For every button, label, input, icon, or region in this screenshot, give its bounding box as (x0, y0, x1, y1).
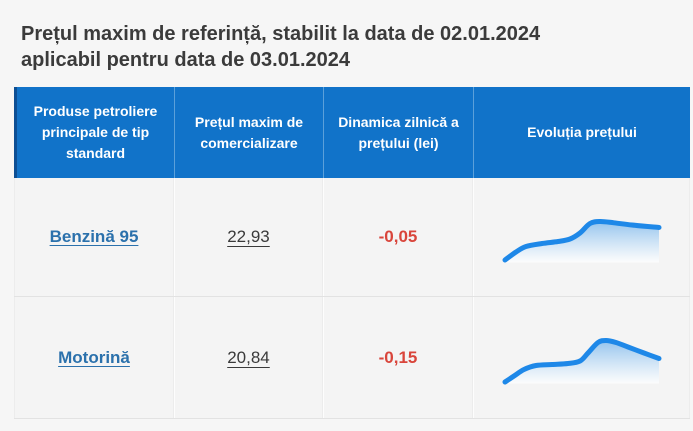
price-evolution-cell (473, 178, 690, 296)
table-row-benzina-95: Benzină 95 22,93 -0,05 (14, 178, 690, 297)
price-evolution-cell (473, 297, 690, 418)
header-products: Produse petroliere principale de tip sta… (14, 87, 174, 178)
table-row-motorina: Motorină 20,84 -0,15 (14, 297, 690, 419)
price-trend-sparkline-motorina (502, 337, 661, 384)
header-price-evolution: Evoluția prețului (473, 87, 690, 178)
product-link-motorina[interactable]: Motorină (58, 347, 130, 367)
page-title: Prețul maxim de referință, stabilit la d… (21, 21, 681, 73)
daily-dynamic-value-motorina: -0,15 (378, 347, 418, 367)
page-title-line1: Prețul maxim de referință, stabilit la d… (21, 23, 541, 45)
product-cell: Motorină (14, 297, 174, 418)
fuel-price-table: Produse petroliere principale de tip sta… (14, 87, 690, 419)
product-cell: Benzină 95 (14, 178, 174, 296)
max-price-cell: 20,84 (174, 297, 323, 418)
max-price-link-benzina-95[interactable]: 22,93 (227, 227, 270, 246)
daily-dynamic-cell: -0,15 (323, 297, 473, 418)
page-title-line2: aplicabil pentru data de 03.01.2024 (21, 49, 351, 71)
table-header-row: Produse petroliere principale de tip sta… (14, 87, 690, 178)
header-daily-dynamic: Dinamica zilnică a prețului (lei) (323, 87, 473, 178)
daily-dynamic-cell: -0,05 (323, 178, 473, 296)
price-trend-sparkline-benzina-95 (502, 218, 661, 263)
header-max-price: Prețul maxim de comercializare (174, 87, 323, 178)
daily-dynamic-value-benzina-95: -0,05 (378, 227, 418, 246)
max-price-link-motorina[interactable]: 20,84 (227, 347, 270, 367)
product-link-benzina-95[interactable]: Benzină 95 (49, 227, 139, 246)
max-price-cell: 22,93 (174, 178, 323, 296)
